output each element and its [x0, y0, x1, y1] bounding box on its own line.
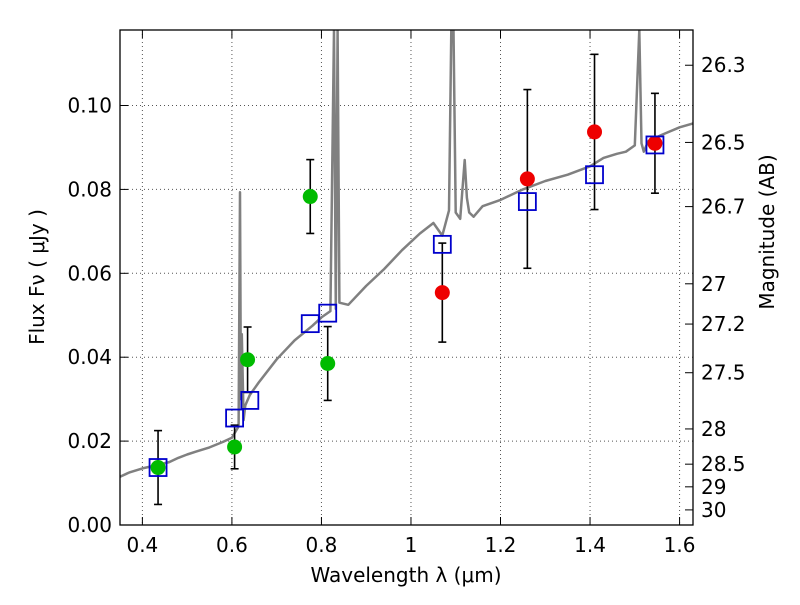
tick-layer	[120, 30, 693, 526]
x-tick-label: 0.8	[306, 533, 338, 557]
sed-layer	[120, 30, 693, 478]
model-square-point	[300, 314, 320, 334]
green-data-point	[150, 460, 166, 476]
model-square-point	[517, 192, 537, 211]
x-tick-label: 0.6	[216, 533, 248, 557]
model-square-point	[645, 135, 665, 155]
point-layer	[148, 124, 665, 477]
y-tick-label: 0.00	[67, 513, 112, 537]
y2-tick-label: 27.5	[701, 361, 746, 385]
y2-axis-title: Magnitude (AB)	[755, 154, 779, 309]
red-data-point	[519, 171, 535, 187]
green-data-point	[320, 355, 336, 371]
green-data-point	[302, 189, 318, 205]
x-tick-label: 1.2	[485, 533, 517, 557]
label-layer: 0.4 0.6 0.8 1 1.2 1.4 1.6 0.00 0.02 0.04 0.06 0.08 0…	[67, 53, 745, 557]
x-tick-label: 1	[405, 533, 418, 557]
grid-layer	[120, 30, 693, 525]
y2-tick-label: 28	[701, 417, 726, 441]
green-data-point	[227, 439, 243, 455]
y-tick-label: 0.08	[67, 177, 112, 201]
sed-model-line	[120, 30, 693, 478]
y-tick-label: 0.04	[67, 345, 112, 369]
y-tick-label: 0.10	[67, 94, 112, 118]
model-square-point	[225, 408, 245, 428]
plot-frame	[119, 29, 694, 526]
model-square-point	[240, 391, 260, 410]
errorbar-layer	[154, 53, 659, 506]
x-tick-label: 0.4	[126, 533, 158, 557]
red-data-point	[434, 285, 450, 301]
y-tick-label: 0.06	[67, 261, 112, 285]
model-square-point	[148, 458, 168, 477]
y2-tick-label: 30	[701, 498, 726, 522]
y-axis-title: Flux Fν ( μJy )	[25, 209, 49, 345]
y2-tick-label: 27.2	[701, 312, 746, 336]
x-tick-label: 1.4	[574, 533, 606, 557]
y2-tick-label: 28.5	[701, 452, 746, 476]
y2-tick-label: 26.7	[701, 195, 746, 219]
model-square-point	[585, 165, 604, 185]
y2-tick-label: 29	[701, 475, 726, 499]
y2-tick-label: 26.3	[701, 53, 746, 77]
model-square-point	[318, 303, 338, 323]
x-axis-title: Wavelength λ (μm)	[310, 563, 501, 587]
red-data-point	[587, 124, 603, 140]
y2-tick-label: 27	[701, 272, 726, 296]
y2-tick-label: 26.5	[701, 130, 746, 154]
x-tick-label: 1.6	[664, 533, 696, 557]
model-square-point	[432, 234, 452, 254]
green-data-point	[240, 352, 256, 368]
y-tick-label: 0.02	[67, 429, 112, 453]
red-data-point	[647, 135, 663, 151]
